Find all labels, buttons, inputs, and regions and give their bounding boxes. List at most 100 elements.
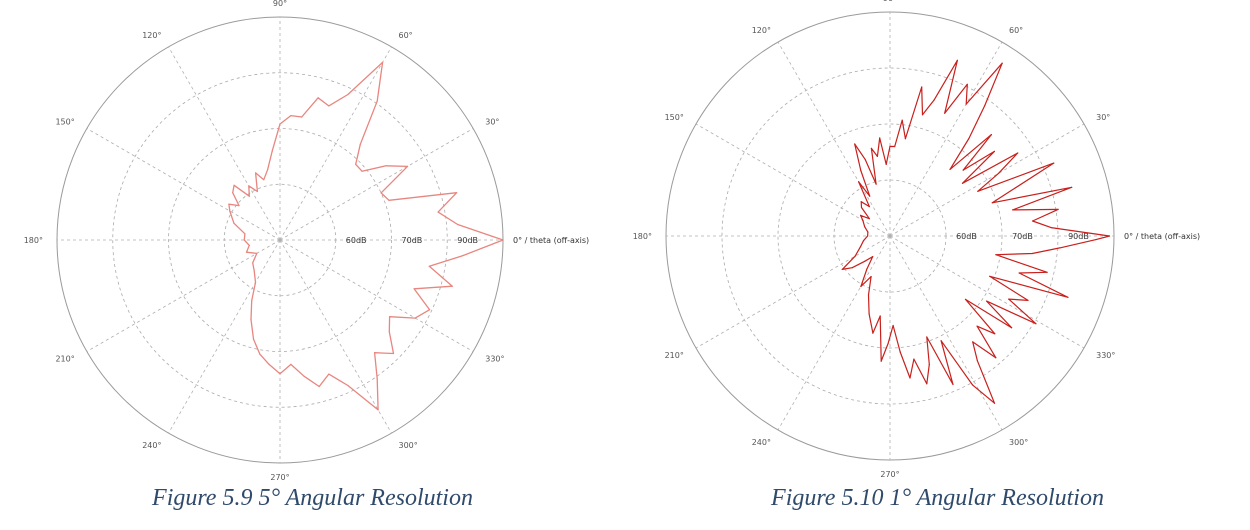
polar-chart-right: 0° / theta (off-axis) 30° 60° 90° 120° 150° 18…: [633, 0, 1200, 479]
polar-data-point: [894, 145, 896, 148]
angle-tick-label: 270°: [880, 470, 899, 479]
angle-tick-label: 210°: [55, 355, 74, 364]
polar-data-point: [901, 119, 903, 121]
polar-chart-left: 0° / theta (off-axis) 30° 60° 90° 120° 150° 18…: [24, 0, 589, 480]
polar-data-point: [244, 233, 246, 235]
polar-data-point: [347, 384, 349, 387]
polar-data-point: [228, 203, 230, 205]
angle-tick-label: 180°: [24, 236, 43, 245]
polar-data-point: [961, 182, 964, 184]
polar-grid-spoke: [168, 239, 281, 434]
polar-data-point: [389, 316, 391, 318]
polar-data-point: [860, 206, 863, 209]
polar-data-point: [887, 342, 889, 345]
polar-data-point: [921, 114, 924, 116]
polar-data-point: [271, 150, 273, 152]
polar-data-point: [248, 195, 250, 197]
angle-tick-label: 180°: [633, 232, 652, 241]
polar-data-point: [872, 256, 874, 258]
polar-data-point: [854, 143, 856, 145]
polar-data-point: [880, 360, 882, 362]
polar-data-point: [290, 115, 292, 117]
polar-data-point: [986, 300, 988, 302]
polar-data-point: [998, 172, 1000, 174]
polar-data-point: [429, 309, 431, 311]
polar-grid-spoke: [889, 41, 1003, 237]
polar-data-point: [256, 190, 258, 193]
polar-data-point: [904, 138, 906, 140]
polar-data-point: [868, 313, 870, 315]
polar-grid-ring: [112, 72, 448, 408]
polar-data-point: [864, 260, 866, 262]
polar-data-point: [989, 275, 991, 277]
polar-data-point: [248, 244, 250, 246]
polar-data-point: [279, 373, 281, 375]
angle-tick-label: 60°: [1009, 26, 1023, 35]
polar-data-point: [250, 319, 252, 321]
polar-data-point: [1001, 62, 1003, 64]
polar-data-point: [869, 195, 871, 197]
polar-data-point: [428, 265, 430, 267]
figure-right: 0° / theta (off-axis) 30° 60° 90° 120° 150° 18…: [625, 0, 1250, 530]
polar-data-point: [1050, 227, 1052, 229]
polar-data-point: [328, 373, 330, 375]
angle-tick-label: 240°: [142, 441, 161, 450]
polar-data-point: [243, 239, 245, 241]
polar-data-point: [414, 317, 416, 319]
figure-left: 0° / theta (off-axis) 30° 60° 90° 120° 150° 18…: [24, 0, 589, 511]
polar-data-point: [1046, 271, 1048, 273]
polar-data-point: [949, 168, 951, 170]
polar-data-point: [380, 192, 382, 194]
polar-data-point: [933, 99, 935, 101]
polar-data-point: [1014, 187, 1017, 189]
polar-data-point: [971, 384, 974, 386]
polar-data-point: [962, 169, 964, 171]
polar-data-point: [995, 254, 997, 256]
polar-data-point: [301, 116, 303, 118]
polar-data-point: [248, 185, 250, 187]
polar-data-point: [928, 363, 930, 366]
polar-data-point: [944, 112, 946, 114]
polar-data-point: [1018, 272, 1020, 274]
polar-data-point: [993, 402, 996, 404]
polar-data-point: [328, 105, 330, 107]
polar-data-point: [263, 179, 265, 181]
polar-data-point: [841, 268, 843, 270]
polar-data-point: [238, 205, 240, 207]
polar-data-point: [879, 315, 881, 317]
angle-tick-label: 60°: [399, 31, 413, 40]
polar-data-point: [875, 183, 877, 185]
polar-data-point: [413, 288, 415, 290]
polar-data-point: [1071, 186, 1073, 188]
polar-data-point: [318, 385, 320, 388]
polar-grid-spoke: [86, 128, 281, 241]
polar-grid-spoke: [279, 128, 474, 241]
polar-data-point: [253, 270, 255, 272]
polar-data-point: [1057, 208, 1059, 210]
angle-tick-label: 210°: [665, 351, 684, 360]
figure-caption-left: Figure 5.9 5° Angular Resolution: [152, 485, 473, 511]
polar-data-point: [457, 223, 459, 226]
polar-grid-spoke: [695, 123, 891, 237]
polar-data-point: [968, 137, 970, 140]
polar-grid-spoke: [889, 235, 1085, 349]
polar-data-point: [984, 104, 986, 107]
polar-data-point: [990, 134, 992, 136]
polar-data-point: [256, 252, 258, 254]
polar-data-point: [1012, 209, 1014, 211]
polar-data-point: [374, 352, 376, 354]
polar-data-point: [864, 226, 866, 228]
polar-data-point: [867, 294, 870, 296]
polar-data-point: [232, 192, 234, 194]
angle-tick-label: 270°: [270, 473, 289, 480]
polar-data-point: [252, 338, 255, 340]
figure-caption-right: Figure 5.10 1° Angular Resolution: [771, 485, 1104, 511]
polar-data-point: [1053, 162, 1055, 164]
polar-grid-spoke: [695, 235, 891, 349]
radial-tick-label: 90dB: [1068, 232, 1089, 241]
angle-tick-label: 30°: [485, 118, 499, 127]
polar-data-point: [406, 165, 409, 167]
polar-data-point: [303, 375, 305, 377]
polar-data-point: [251, 300, 253, 302]
polar-data-point: [290, 363, 292, 365]
